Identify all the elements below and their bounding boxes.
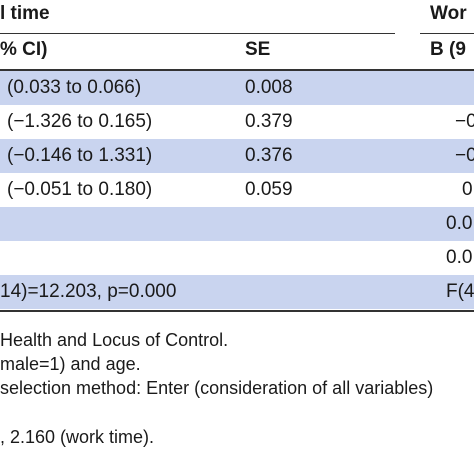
column-header-ci: % CI)	[0, 39, 48, 60]
table-cell-se: 0.379	[245, 111, 293, 132]
table-cell-b: 0.0	[446, 213, 473, 234]
footnote: selection method: Enter (consideration o…	[0, 378, 434, 398]
table-cell-se: 0.376	[245, 145, 293, 166]
footnote: Health and Locus of Control.	[0, 330, 229, 350]
table-cell-ci: (0.033 to 0.066)	[7, 77, 142, 98]
row-band	[0, 139, 474, 173]
row-band	[0, 71, 474, 105]
table-cell-se: 0.008	[245, 77, 293, 98]
table-cell-fstat: 14)=12.203, p=0.000	[0, 281, 177, 302]
table-cell-se: 0.059	[245, 179, 293, 200]
table-cell-ci: (−1.326 to 0.165)	[7, 111, 153, 132]
group-underline-2	[420, 33, 474, 34]
table-cell-fstat-2: F(4	[446, 281, 474, 302]
table-cell-b: −0	[455, 145, 474, 166]
column-header-se: SE	[245, 39, 271, 60]
column-header-b: B (9	[430, 39, 466, 60]
group-title-work-time: Wor	[430, 3, 467, 24]
row-band	[0, 275, 474, 309]
header-rule	[0, 69, 474, 71]
group-title-total-time: l time	[0, 3, 50, 24]
table-cell-b: −0	[455, 111, 474, 132]
group-underline-1	[0, 33, 395, 34]
table-cell-ci: (−0.146 to 1.331)	[7, 145, 153, 166]
footnote: male=1) and age.	[0, 354, 141, 374]
table-cell-b: 0.0	[446, 247, 473, 268]
row-band	[0, 207, 474, 241]
table-cell-b: 0	[462, 179, 473, 200]
bottom-rule	[0, 310, 474, 312]
table-cell-ci: (−0.051 to 0.180)	[7, 179, 153, 200]
footnote: , 2.160 (work time).	[0, 427, 155, 447]
